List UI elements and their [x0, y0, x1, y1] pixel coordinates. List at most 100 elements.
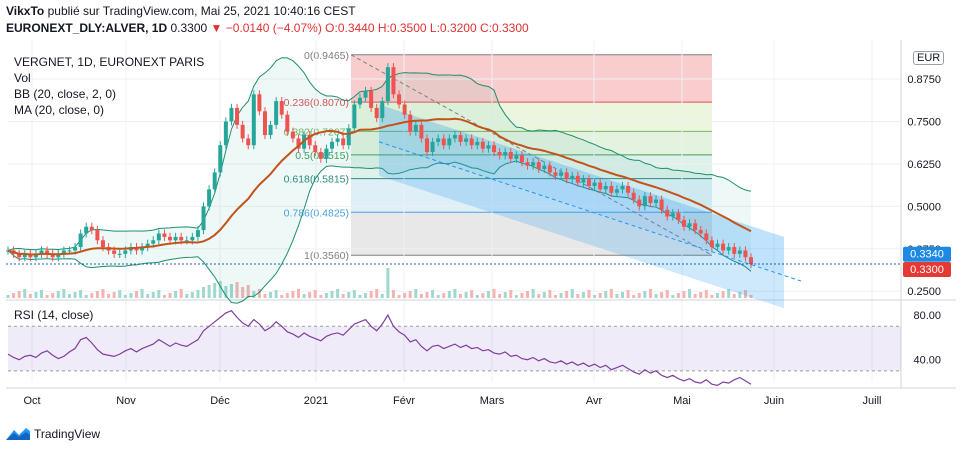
- time-tick-label: Oct: [23, 395, 40, 407]
- author: VikxTo: [6, 4, 45, 18]
- time-tick-label: Nov: [116, 395, 136, 407]
- candle-body: [168, 236, 173, 241]
- candle-body: [659, 199, 664, 210]
- price-tick-label: 0.7500: [907, 116, 941, 128]
- candle-body: [330, 141, 335, 149]
- candle-body: [581, 179, 586, 183]
- footer-brand[interactable]: TradingView: [6, 427, 100, 441]
- candle-body: [33, 253, 38, 258]
- candle-body: [151, 240, 156, 244]
- fib-trend-line: [350, 54, 713, 256]
- moving-average: [7, 117, 752, 256]
- candle-body: [50, 253, 55, 258]
- volume-bar: [688, 289, 692, 298]
- volume-bar: [56, 291, 60, 298]
- volume-bar: [648, 289, 652, 298]
- candle-body: [469, 138, 474, 146]
- candle-body: [598, 182, 603, 190]
- candle-body: [464, 138, 469, 142]
- volume-bar: [313, 290, 317, 298]
- volume-bar: [280, 295, 284, 298]
- time-tick-label: Avr: [586, 395, 603, 407]
- tradingview-logo-icon: [6, 428, 30, 440]
- volume-bar: [79, 290, 83, 298]
- fib-zone: [351, 154, 712, 179]
- currency-selector[interactable]: EUR: [913, 51, 945, 65]
- candle-body: [715, 243, 720, 248]
- candle-body: [369, 90, 374, 108]
- volume-bar: [28, 294, 32, 298]
- volume-bar: [129, 293, 133, 298]
- candle-body: [704, 233, 709, 241]
- volume-bar: [375, 289, 379, 298]
- price-chart[interactable]: 0(0.9465)0.236(0.8070)0.382(0.7207)0.5(0…: [6, 40, 956, 418]
- volume-bar: [682, 291, 686, 298]
- publication-line: VikxTo publié sur TradingView.com, Mai 2…: [6, 4, 356, 18]
- volume-bar: [431, 290, 435, 298]
- volume-bar: [486, 291, 490, 298]
- volume-bar: [202, 287, 206, 298]
- candle-body: [575, 175, 580, 183]
- volume-bar: [207, 285, 211, 298]
- volume-bar: [492, 289, 496, 298]
- candle-body: [397, 94, 402, 105]
- candle-body: [179, 236, 184, 241]
- candle-body: [626, 185, 631, 193]
- candle-body: [609, 185, 614, 193]
- volume-bar: [581, 292, 585, 298]
- volume-bar: [151, 292, 155, 298]
- symbol-name: EURONEXT_DLY:ALVER, 1D: [6, 21, 168, 35]
- price-marker: [903, 246, 951, 262]
- candle-body: [447, 138, 452, 146]
- volume-bar: [553, 295, 557, 298]
- volume-bar: [101, 289, 105, 298]
- candle-body: [223, 121, 228, 146]
- volume-bar: [341, 294, 345, 298]
- price-marker-label: 0.3300: [910, 264, 944, 276]
- candle-body: [156, 233, 161, 241]
- regression-channel[interactable]: [378, 104, 802, 309]
- candle-body: [430, 141, 435, 153]
- candle-body: [531, 162, 536, 166]
- candle-body: [637, 199, 642, 207]
- volume-bar: [347, 292, 351, 298]
- volume-bar: [671, 295, 675, 298]
- candle-body: [251, 94, 256, 146]
- candle-body: [631, 192, 636, 200]
- candle-body: [391, 67, 396, 95]
- candle-body: [676, 213, 681, 220]
- legend-bb: BB (20, close, 2, 0): [14, 87, 117, 101]
- fib-zone: [351, 131, 712, 155]
- candle-body: [117, 253, 122, 255]
- candle-body: [413, 124, 418, 132]
- candle-body: [480, 141, 485, 149]
- volume-bar: [665, 290, 669, 298]
- candle-body: [45, 250, 50, 254]
- volume-bar: [643, 291, 647, 298]
- candle-body: [687, 223, 692, 227]
- price-tick-label: 0.5000: [907, 201, 941, 213]
- rsi-legend: RSI (14, close): [14, 308, 94, 322]
- price-tick-label: 0.8750: [907, 74, 941, 86]
- fibonacci-retracement[interactable]: 0(0.9465)0.236(0.8070)0.382(0.7207)0.5(0…: [284, 50, 713, 262]
- candle-body: [100, 240, 105, 248]
- volume-bar: [95, 291, 99, 298]
- volume-bar: [17, 291, 21, 298]
- volume-bar: [447, 291, 451, 298]
- candle-body: [201, 206, 206, 231]
- candle-body: [346, 128, 351, 146]
- candle-body: [424, 138, 429, 153]
- candle-body: [559, 172, 564, 176]
- rsi-line: [7, 309, 752, 386]
- candle-body: [56, 253, 61, 258]
- volume-bar: [213, 283, 217, 298]
- candle-body: [173, 236, 178, 241]
- candle-body: [475, 141, 480, 146]
- candle-body: [693, 223, 698, 231]
- volume-bar: [107, 294, 111, 298]
- candle-body: [39, 250, 44, 254]
- volume-bar: [84, 295, 88, 298]
- candle-body: [262, 111, 267, 136]
- candle-body: [218, 145, 223, 173]
- fib-zone: [351, 54, 712, 103]
